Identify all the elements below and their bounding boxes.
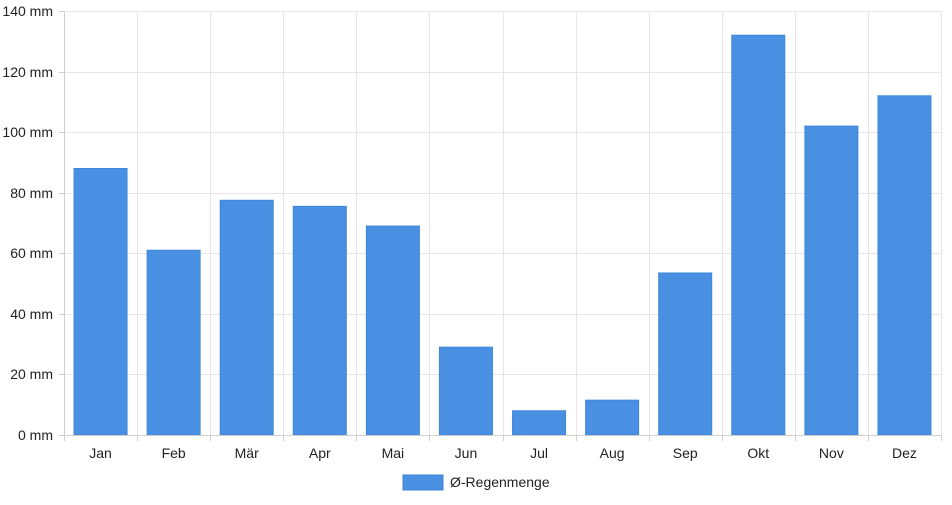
x-tick-label: Mai <box>382 445 405 461</box>
y-tick-label: 100 mm <box>2 124 53 140</box>
y-tick-label: 40 mm <box>10 306 53 322</box>
legend: Ø-Regenmenge <box>402 474 550 491</box>
axes <box>59 11 942 441</box>
bar-jun[interactable] <box>438 346 493 436</box>
x-tick-label: Aug <box>600 445 625 461</box>
x-tick-labels: Jan Feb Mär Apr Mai Jun Jul Aug Sep Okt Nov Dez <box>89 445 917 461</box>
bars <box>73 34 932 436</box>
y-tick-label: 0 mm <box>18 427 53 443</box>
y-tick-label: 20 mm <box>10 366 53 382</box>
y-tick-label: 80 mm <box>10 185 53 201</box>
bar-mär[interactable] <box>219 199 274 436</box>
x-tick-label: Jun <box>455 445 478 461</box>
x-tick-label: Jan <box>89 445 112 461</box>
bar-nov[interactable] <box>804 125 859 436</box>
bar-dez[interactable] <box>877 95 932 436</box>
x-tick-label: Jul <box>530 445 548 461</box>
bar-mai[interactable] <box>365 225 420 436</box>
x-tick-label: Mär <box>235 445 259 461</box>
grid-lines <box>64 11 942 435</box>
bar-feb[interactable] <box>146 249 201 436</box>
x-tick-label: Dez <box>892 445 917 461</box>
bar-sep[interactable] <box>658 272 713 436</box>
legend-swatch <box>402 474 444 491</box>
x-tick-label: Sep <box>673 445 698 461</box>
bar-okt[interactable] <box>731 34 786 436</box>
y-tick-label: 120 mm <box>2 64 53 80</box>
legend-label: Ø-Regenmenge <box>450 474 550 490</box>
legend-item[interactable]: Ø-Regenmenge <box>402 474 550 491</box>
bar-apr[interactable] <box>292 205 347 436</box>
x-tick-label: Okt <box>747 445 769 461</box>
bar-jul[interactable] <box>512 410 567 436</box>
y-tick-label: 140 mm <box>2 3 53 19</box>
bar-jan[interactable] <box>73 167 128 436</box>
x-tick-label: Feb <box>162 445 186 461</box>
y-tick-labels: 0 mm 20 mm 40 mm 60 mm 80 mm 100 mm 120 mm 140 … <box>2 3 53 443</box>
bar-aug[interactable] <box>585 399 640 436</box>
x-tick-label: Nov <box>819 445 844 461</box>
y-tick-label: 60 mm <box>10 245 53 261</box>
x-tick-label: Apr <box>309 445 331 461</box>
